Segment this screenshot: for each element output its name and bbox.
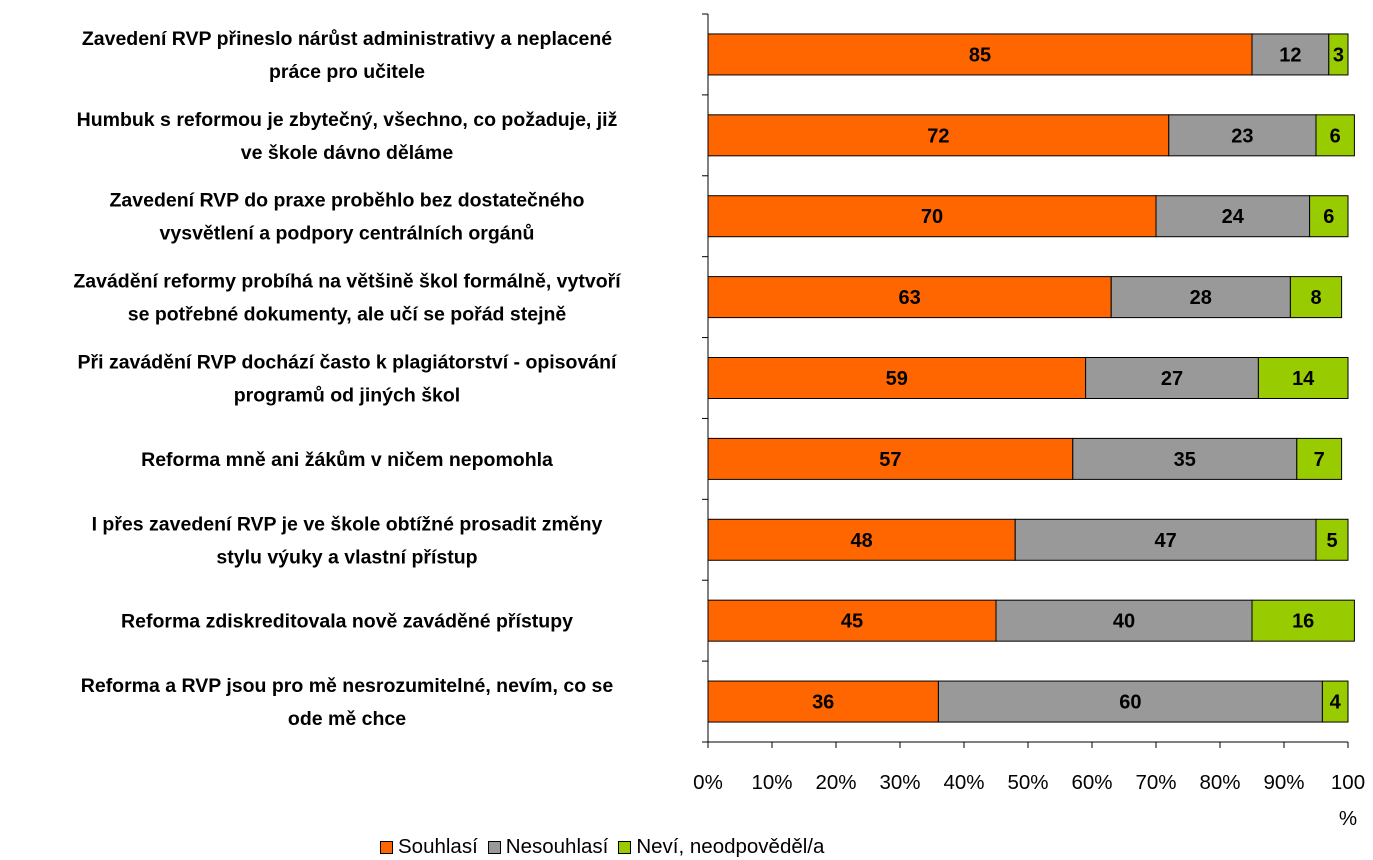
- data-label: 48: [850, 530, 872, 552]
- data-label: 28: [1190, 287, 1212, 309]
- bar-segment: [1251, 33, 1330, 76]
- data-label: 6: [1330, 125, 1341, 147]
- data-label: 47: [1154, 530, 1176, 552]
- bar-segment: [1309, 195, 1349, 238]
- legend-swatch-nevi: [618, 840, 632, 854]
- x-tick-label: 10%: [751, 771, 792, 794]
- legend-label-nevi: Neví, neodpověděl/a: [636, 835, 825, 858]
- legend-item-nevi: Neví, neodpověděl/a: [618, 835, 824, 859]
- x-tick-label: 50%: [1007, 771, 1048, 794]
- x-tick-label: 80%: [1199, 771, 1240, 794]
- data-label: 8: [1310, 287, 1321, 309]
- data-label: 59: [886, 368, 908, 390]
- bar-segment: [1321, 680, 1349, 723]
- bar-segment: [1014, 518, 1317, 561]
- data-label: 5: [1326, 530, 1337, 552]
- x-tick-label: 90%: [1263, 771, 1304, 794]
- category-label: stylu výuky a vlastní přístup: [216, 546, 477, 568]
- data-label: 70: [921, 206, 943, 228]
- bar-segment: [707, 357, 1087, 399]
- bar-segment: [707, 437, 1074, 480]
- x-tick-label: 60%: [1071, 771, 1112, 794]
- data-label: 40: [1113, 611, 1135, 633]
- bar-segment: [1110, 276, 1291, 319]
- data-label: 12: [1279, 44, 1301, 66]
- bar-segment: [1328, 33, 1349, 76]
- legend-label-souhlasi: Souhlasí: [398, 835, 478, 858]
- category-label: Humbuk s reformou je zbytečný, všechno, …: [77, 109, 618, 131]
- category-label: I přes zavedení RVP je ve škole obtížné …: [92, 513, 603, 535]
- data-label: 57: [879, 449, 901, 471]
- category-label: Zavádění reformy probíhá na většině škol…: [73, 271, 621, 293]
- bar-segment: [707, 114, 1170, 157]
- data-label: 3: [1333, 44, 1344, 66]
- data-label: 24: [1222, 206, 1245, 228]
- bar-segment: [707, 599, 997, 642]
- data-label: 14: [1292, 368, 1315, 390]
- legend-swatch-souhlasi: [380, 840, 393, 854]
- category-label: práce pro učitele: [269, 61, 425, 83]
- category-label: Reforma a RVP jsou pro mě nesrozumitelné…: [81, 675, 614, 697]
- category-label: se potřebné dokumenty, ale učí se pořád …: [128, 304, 567, 326]
- bar-segment: [1315, 114, 1355, 157]
- x-tick-label: 0%: [693, 771, 723, 794]
- data-label: 16: [1292, 611, 1314, 633]
- data-label: 36: [812, 692, 834, 714]
- data-label: 27: [1161, 368, 1183, 390]
- bar-segment: [995, 599, 1253, 642]
- category-label: ve škole dávno děláme: [241, 142, 454, 164]
- bar-segment: [1289, 276, 1343, 319]
- bar-segment: [1257, 357, 1349, 399]
- category-label: Při zavádění RVP dochází často k plagiát…: [78, 352, 618, 374]
- data-label: 7: [1314, 449, 1325, 471]
- legend-item-souhlasi: Souhlasí: [380, 835, 478, 859]
- legend: Souhlasí Nesouhlasí Neví, neodpověděl/a: [380, 834, 834, 860]
- x-tick-label: 100: [1331, 771, 1365, 794]
- data-label: 85: [969, 44, 991, 66]
- legend-swatch-nesouhlasi: [487, 840, 501, 854]
- data-label: 45: [841, 611, 863, 633]
- data-label: 4: [1330, 692, 1342, 714]
- data-label: 23: [1231, 125, 1253, 147]
- category-label: ode mě chce: [288, 708, 406, 730]
- bar-segment: [937, 680, 1323, 723]
- bar-segment: [1085, 357, 1259, 399]
- legend-item-nesouhlasi: Nesouhlasí: [487, 835, 609, 859]
- data-label: 60: [1119, 692, 1141, 714]
- category-label: vysvětlení a podpory centrálních orgánů: [160, 223, 535, 245]
- x-tick-label-unit: %: [1339, 807, 1357, 830]
- x-tick-label: 70%: [1135, 771, 1176, 794]
- bar-segment: [707, 195, 1157, 238]
- x-tick-label: 20%: [815, 771, 856, 794]
- x-tick-label: 30%: [879, 771, 920, 794]
- data-label: 63: [898, 287, 920, 309]
- category-label: Zavedení RVP přineslo nárůst administrat…: [82, 28, 612, 50]
- category-label: Zavedení RVP do praxe proběhlo bez dosta…: [110, 190, 585, 212]
- bar-segment: [707, 33, 1253, 76]
- data-label: 35: [1174, 449, 1196, 471]
- bar-segment: [1251, 599, 1355, 642]
- bar-segment: [1168, 114, 1317, 157]
- data-label: 6: [1323, 206, 1334, 228]
- data-label: 72: [927, 125, 949, 147]
- x-tick-label: 40%: [943, 771, 984, 794]
- category-label: Reforma zdiskreditovala nově zaváděné př…: [121, 611, 573, 633]
- bar-segment: [1296, 437, 1343, 480]
- stacked-bar-chart: 0% 10% 20% 30% 40% 50% 60% 70% 80% 90% 100%85 12 3Za…: [73, 13, 1365, 830]
- bar-segment: [1315, 518, 1349, 561]
- legend-label-nesouhlasi: Nesouhlasí: [505, 835, 609, 858]
- bar-segment: [1072, 437, 1298, 480]
- category-label: programů od jiných škol: [234, 385, 460, 407]
- bar-segment: [1155, 195, 1311, 238]
- category-label: Reforma mně ani žákům v ničem nepomohla: [141, 449, 553, 471]
